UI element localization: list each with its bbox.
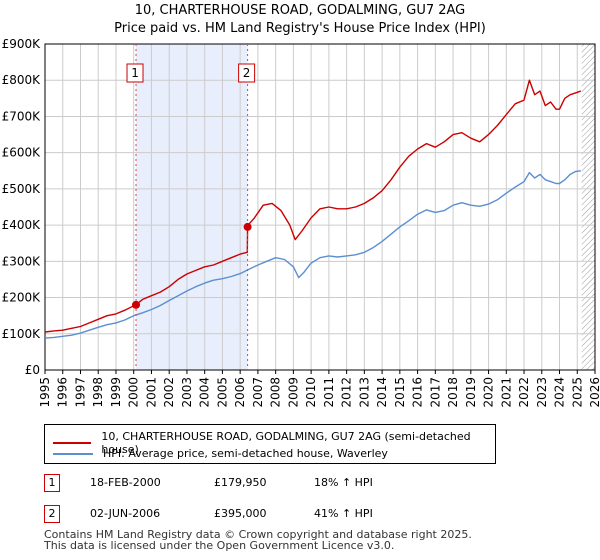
- x-tick-label: 2000: [127, 377, 141, 408]
- y-tick-label: £300K: [2, 254, 42, 268]
- legend-swatch-property: [53, 442, 92, 444]
- legend-swatch-hpi: [53, 452, 93, 455]
- legend-label-property: 10, CHARTERHOUSE ROAD, GODALMING, GU7 2A…: [101, 430, 471, 456]
- sale-marker-box: [126, 63, 144, 83]
- sale-hpi-change: 18% ↑ HPI: [314, 476, 373, 489]
- hpi-series-line: [44, 170, 581, 339]
- chart-title: 10, CHARTERHOUSE ROAD, GODALMING, GU7 2A…: [134, 3, 466, 18]
- x-tick-label: 2018: [446, 377, 460, 408]
- footer-line-2: This data is licensed under the Open Gov…: [44, 539, 395, 552]
- y-tick-label: £600K: [2, 146, 42, 160]
- x-tick-label: 1997: [73, 377, 87, 408]
- x-tick-label: 2009: [286, 377, 300, 408]
- x-tick-label: 2020: [482, 377, 496, 408]
- x-tick-label: 2007: [251, 377, 265, 408]
- x-tick-label: 2014: [375, 377, 389, 408]
- x-tick-label: 2024: [553, 377, 567, 408]
- sale-date: 02-JUN-2006: [90, 507, 161, 520]
- x-tick-label: 2008: [269, 377, 283, 408]
- x-tick-label: 2005: [215, 377, 229, 408]
- sale-date: 18-FEB-2000: [90, 476, 161, 489]
- y-tick-label: £700K: [2, 109, 42, 123]
- x-tick-label: 2004: [198, 377, 212, 408]
- x-tick-label: 2015: [393, 377, 407, 408]
- property-series-line: [44, 79, 582, 333]
- x-tick-label: 2016: [411, 377, 425, 408]
- x-tick-label: 2012: [340, 377, 354, 408]
- sale-price: £395,000: [214, 507, 267, 520]
- sale-point: [132, 300, 141, 309]
- sale-badge: 2: [44, 505, 60, 523]
- forecast-hatch: [581, 44, 595, 370]
- x-tick-label: 2002: [162, 377, 176, 408]
- sale-marker-label: 2: [243, 66, 251, 80]
- y-tick-label: £500K: [2, 182, 42, 196]
- x-tick-label: 1998: [91, 377, 105, 408]
- legend: 10, CHARTERHOUSE ROAD, GODALMING, GU7 2A…: [44, 424, 496, 464]
- legend-item-hpi: HPI: Average price, semi-detached house,…: [53, 447, 388, 460]
- x-tick-label: 2017: [428, 377, 442, 408]
- x-tick-label: 1995: [38, 377, 52, 408]
- sale-badge: 1: [44, 474, 60, 492]
- price-chart: 1995 1996 1997 1998 1999 2000 2001 2002 2003 2004…: [2, 37, 600, 408]
- x-tick-label: 1999: [109, 377, 123, 408]
- y-tick-label: £900K: [2, 37, 42, 51]
- x-tick-label: 2013: [357, 377, 371, 408]
- x-tick-label: 2011: [322, 377, 336, 408]
- y-tick-label: £200K: [2, 291, 42, 305]
- x-tick-label: 2019: [464, 377, 478, 408]
- sale-hpi-change: 41% ↑ HPI: [314, 507, 373, 520]
- x-tick-label: 2026: [588, 377, 600, 408]
- y-tick-label: £100K: [2, 327, 42, 341]
- y-tick-label: £400K: [2, 218, 42, 232]
- x-tick-label: 2025: [570, 377, 584, 408]
- x-tick-label: 2006: [233, 377, 247, 408]
- y-tick-label: £800K: [2, 73, 42, 87]
- x-tick-label: 2003: [180, 377, 194, 408]
- x-tick-label: 1996: [56, 377, 70, 408]
- x-tick-label: 2021: [499, 377, 513, 408]
- plot-area: [45, 44, 595, 370]
- sale-point: [243, 222, 252, 231]
- legend-label-hpi: HPI: Average price, semi-detached house,…: [103, 447, 388, 460]
- sale-marker-label: 1: [131, 66, 139, 80]
- attribution-footer: Contains HM Land Registry data © Crown c…: [44, 529, 472, 551]
- x-tick-label: 2022: [517, 377, 531, 408]
- x-tick-label: 2010: [304, 377, 318, 408]
- sale-marker-box: [238, 63, 256, 83]
- x-tick-label: 2023: [535, 377, 549, 408]
- x-tick-label: 2001: [144, 377, 158, 408]
- footer-line-1: Contains HM Land Registry data © Crown c…: [44, 528, 472, 541]
- sale-price: £179,950: [214, 476, 267, 489]
- legend-item-property: 10, CHARTERHOUSE ROAD, GODALMING, GU7 2A…: [53, 430, 495, 456]
- chart-subtitle: Price paid vs. HM Land Registry's House …: [114, 21, 486, 36]
- y-tick-label: £0: [25, 363, 40, 377]
- plot-frame: [44, 43, 596, 371]
- sale-period-shading: [136, 44, 248, 370]
